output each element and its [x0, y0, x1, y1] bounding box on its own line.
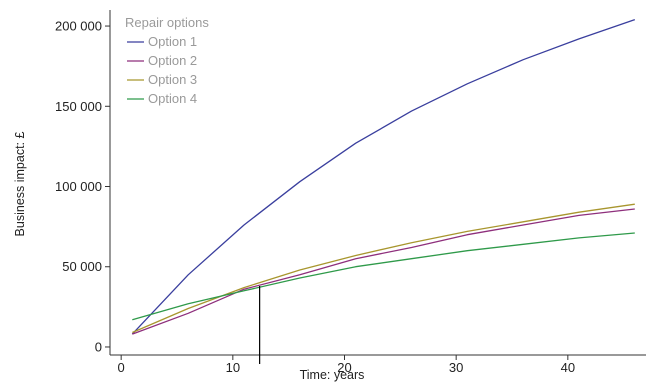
legend-label: Option 2	[148, 53, 197, 68]
x-tick-label: 0	[118, 360, 125, 375]
x-axis-title: Time: years	[300, 368, 365, 382]
y-tick-label: 0	[95, 339, 102, 354]
y-tick-label: 100 000	[55, 179, 102, 194]
x-axis-ticks: 0 10 20 30 40	[118, 355, 575, 375]
x-tick-label: 40	[561, 360, 575, 375]
series-lines	[131, 18, 636, 335]
axes	[109, 10, 646, 356]
y-tick-label: 50 000	[62, 259, 102, 274]
legend-label: Option 3	[148, 72, 197, 87]
y-tick-label: 150 000	[55, 99, 102, 114]
legend-label: Option 1	[148, 34, 197, 49]
series-line-option-4	[132, 232, 635, 321]
legend-title: Repair options	[125, 15, 209, 30]
legend: Repair options Option 1 Option 2 Option 3 O…	[125, 15, 209, 106]
x-tick-label: 10	[226, 360, 240, 375]
series-line-option-1	[131, 18, 636, 335]
x-tick-label: 30	[449, 360, 463, 375]
series-line-option-2	[132, 208, 635, 335]
y-tick-label: 200 000	[55, 19, 102, 34]
y-axis-ticks: 0 50 000 100 000 150 000 200 000	[55, 19, 110, 354]
x-tick-label: 20	[337, 360, 351, 375]
legend-label: Option 4	[148, 91, 197, 106]
y-axis-title: Business impact: £	[13, 132, 27, 237]
series-line-option-3	[132, 203, 635, 334]
